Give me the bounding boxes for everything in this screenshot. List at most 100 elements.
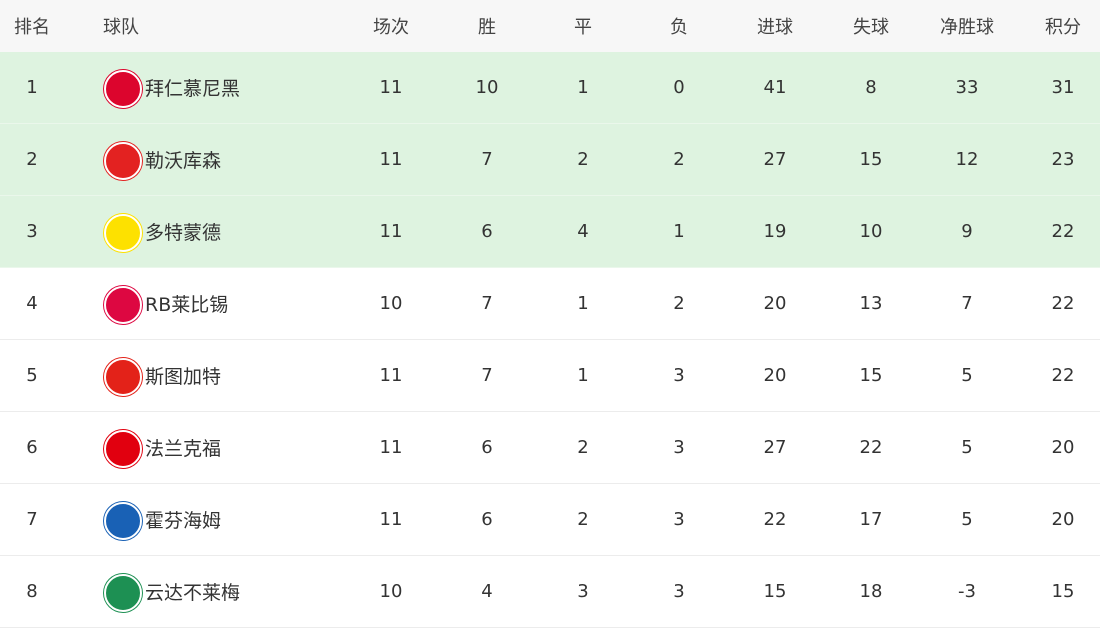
cell-gf: 22 — [763, 509, 787, 530]
cell-gf: 27 — [763, 149, 787, 170]
cell-p: 11 — [379, 149, 403, 170]
cell-ga: 18 — [859, 581, 883, 602]
cell-ga: 22 — [859, 437, 883, 458]
cell-d: 1 — [577, 365, 589, 386]
cell-w: 6 — [481, 221, 493, 242]
team-name[interactable]: 法兰克福 — [145, 438, 222, 460]
cell-p: 11 — [379, 221, 403, 242]
cell-l: 3 — [673, 437, 685, 458]
cell-rank: 3 — [26, 221, 38, 242]
cell-ga: 8 — [865, 77, 877, 98]
cell-ga: 15 — [859, 365, 883, 386]
cell-pts: 20 — [1051, 509, 1075, 530]
cell-rank: 5 — [26, 365, 38, 386]
team-name[interactable]: 多特蒙德 — [145, 222, 222, 244]
cell-d: 3 — [577, 581, 589, 602]
cell-pts: 22 — [1051, 293, 1075, 314]
header-team: 球队 — [103, 17, 139, 38]
cell-d: 2 — [577, 149, 589, 170]
cell-pts: 31 — [1051, 77, 1075, 98]
cell-l: 2 — [673, 293, 685, 314]
cell-gf: 27 — [763, 437, 787, 458]
cell-d: 1 — [577, 77, 589, 98]
cell-p: 10 — [379, 293, 403, 314]
cell-pts: 15 — [1051, 581, 1075, 602]
cell-pts: 20 — [1051, 437, 1075, 458]
cell-ga: 15 — [859, 149, 883, 170]
team-name[interactable]: 霍芬海姆 — [145, 510, 222, 532]
table-row[interactable]: 5 11 7 1 3 20 15 5 22 斯图加特 — [0, 340, 1100, 412]
cell-w: 10 — [475, 77, 499, 98]
cell-pts: 22 — [1051, 365, 1075, 386]
cell-gd: 33 — [955, 77, 979, 98]
table-row[interactable]: 6 11 6 2 3 27 22 5 20 法兰克福 — [0, 412, 1100, 484]
team-name[interactable]: 勒沃库森 — [145, 150, 222, 172]
cell-rank: 6 — [26, 437, 38, 458]
team-name[interactable]: 云达不莱梅 — [145, 582, 241, 604]
cell-ga: 13 — [859, 293, 883, 314]
leverkusen-logo-icon — [104, 142, 142, 180]
table-row[interactable]: 8 10 4 3 3 15 18 -3 15 云达不莱梅 — [0, 556, 1100, 628]
hoffenheim-logo-icon — [104, 502, 142, 540]
header-points: 积分 — [1045, 17, 1081, 38]
cell-gd: 9 — [961, 221, 973, 242]
table-row[interactable]: 4 10 7 1 2 20 13 7 22 RB莱比锡 — [0, 268, 1100, 340]
team-name[interactable]: RB莱比锡 — [145, 294, 229, 316]
cell-gf: 15 — [763, 581, 787, 602]
bremen-logo-icon — [104, 574, 142, 612]
cell-ga: 17 — [859, 509, 883, 530]
cell-gd: 7 — [961, 293, 973, 314]
stuttgart-logo-icon — [104, 358, 142, 396]
cell-p: 11 — [379, 509, 403, 530]
header-lost: 负 — [670, 17, 688, 38]
cell-d: 2 — [577, 509, 589, 530]
cell-gd: 5 — [961, 365, 973, 386]
cell-l: 0 — [673, 77, 685, 98]
cell-d: 4 — [577, 221, 589, 242]
team-name[interactable]: 斯图加特 — [145, 366, 222, 388]
cell-l: 3 — [673, 581, 685, 602]
cell-gf: 20 — [763, 293, 787, 314]
cell-p: 10 — [379, 581, 403, 602]
cell-rank: 8 — [26, 581, 38, 602]
cell-gf: 20 — [763, 365, 787, 386]
cell-w: 4 — [481, 581, 493, 602]
cell-rank: 4 — [26, 293, 38, 314]
cell-w: 7 — [481, 149, 493, 170]
table-row[interactable]: 3 11 6 4 1 19 10 9 22 多特蒙德 — [0, 196, 1100, 268]
cell-gd: 12 — [955, 149, 979, 170]
table-row[interactable]: 2 11 7 2 2 27 15 12 23 勒沃库森 — [0, 124, 1100, 196]
cell-p: 11 — [379, 437, 403, 458]
cell-w: 7 — [481, 293, 493, 314]
cell-p: 11 — [379, 77, 403, 98]
cell-ga: 10 — [859, 221, 883, 242]
cell-gd: -3 — [958, 581, 976, 602]
cell-d: 2 — [577, 437, 589, 458]
team-name[interactable]: 拜仁慕尼黑 — [145, 78, 241, 100]
table-row[interactable]: 7 11 6 2 3 22 17 5 20 霍芬海姆 — [0, 484, 1100, 556]
cell-gf: 19 — [763, 221, 787, 242]
cell-rank: 1 — [26, 77, 38, 98]
header-won: 胜 — [478, 17, 496, 38]
header-goals-for: 进球 — [757, 17, 793, 38]
table-header: 排名 球队 场次 胜 平 负 进球 失球 净胜球 积分 — [0, 0, 1100, 52]
cell-gd: 5 — [961, 509, 973, 530]
cell-l: 3 — [673, 365, 685, 386]
cell-l: 1 — [673, 221, 685, 242]
header-rank: 排名 — [14, 17, 50, 38]
bayern-logo-icon — [104, 70, 142, 108]
header-goals-against: 失球 — [853, 17, 889, 38]
cell-gd: 5 — [961, 437, 973, 458]
frankfurt-logo-icon — [104, 430, 142, 468]
header-drawn: 平 — [574, 17, 592, 38]
cell-pts: 22 — [1051, 221, 1075, 242]
leipzig-logo-icon — [104, 286, 142, 324]
dortmund-logo-icon — [104, 214, 142, 252]
cell-w: 7 — [481, 365, 493, 386]
header-played: 场次 — [373, 17, 409, 38]
table-row[interactable]: 1 11 10 1 0 41 8 33 31 拜仁慕尼黑 — [0, 52, 1100, 124]
cell-d: 1 — [577, 293, 589, 314]
cell-w: 6 — [481, 509, 493, 530]
cell-p: 11 — [379, 365, 403, 386]
